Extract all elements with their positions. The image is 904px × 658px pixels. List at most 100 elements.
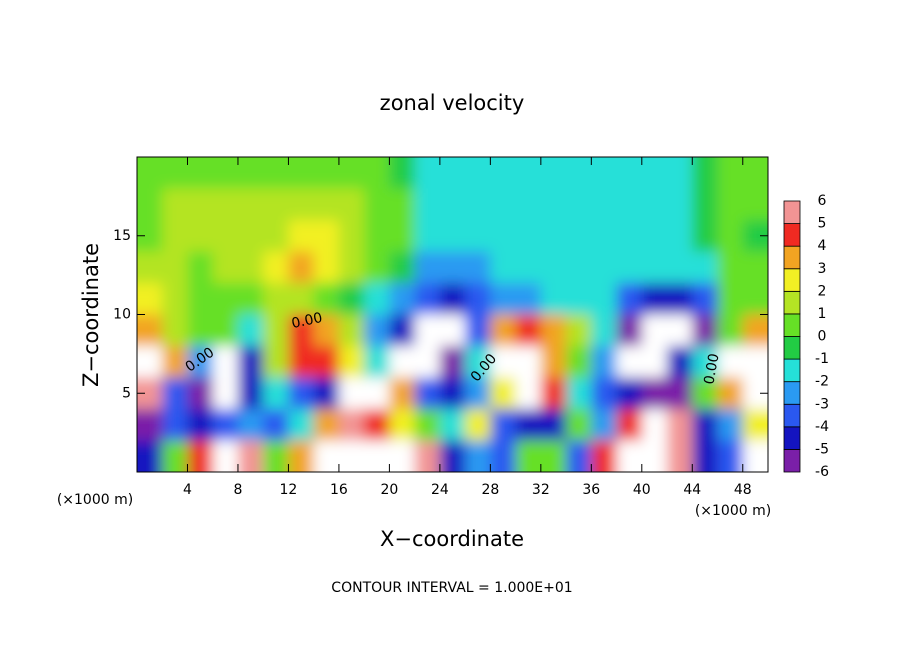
colorbar-label: -4 [815, 419, 829, 435]
x-tick-label: 36 [582, 482, 600, 498]
cell [237, 314, 264, 347]
cell [515, 440, 542, 472]
cell [515, 188, 542, 221]
cell [717, 440, 744, 472]
cell [288, 157, 315, 189]
cell [288, 377, 315, 410]
cell [288, 440, 315, 472]
cell [237, 346, 264, 378]
cell [263, 440, 289, 472]
cell [288, 188, 315, 221]
cell [212, 220, 239, 252]
cell [414, 377, 441, 410]
cell [288, 409, 315, 441]
cell [364, 157, 390, 189]
cell [540, 157, 567, 189]
cell [162, 283, 188, 315]
cell [439, 440, 466, 472]
cell [717, 346, 744, 378]
cell [465, 220, 491, 252]
cell [162, 157, 188, 189]
colorbar-bin [783, 245, 801, 270]
cell [414, 409, 441, 441]
cell [237, 220, 264, 252]
cell [465, 440, 491, 472]
cell [364, 377, 390, 410]
cell [490, 188, 517, 221]
cell [414, 283, 441, 315]
x-unit: (×1000 m) [695, 503, 771, 519]
cell [540, 314, 567, 347]
cell [591, 220, 618, 252]
colorbar-label: 2 [818, 283, 827, 299]
colorbar-bin [783, 403, 801, 428]
colorbar-label: -3 [815, 396, 829, 412]
cell [338, 314, 365, 347]
x-tick-label: 4 [183, 482, 192, 498]
cell [263, 346, 289, 378]
cell [465, 188, 491, 221]
cell [439, 346, 466, 378]
cell [465, 409, 491, 441]
cell [742, 188, 768, 221]
cell [742, 283, 768, 315]
cell [515, 346, 542, 378]
colorbar-bin [783, 290, 801, 315]
cell [515, 409, 542, 441]
x-tick-label: 48 [734, 482, 752, 498]
cell [414, 157, 441, 189]
cell [187, 283, 214, 315]
cell [742, 314, 768, 347]
cell [338, 157, 365, 189]
cell [641, 346, 668, 378]
cell [338, 346, 365, 378]
cell [616, 314, 643, 347]
cell [717, 283, 744, 315]
cell [313, 314, 340, 347]
cell [313, 220, 340, 252]
colorbar-bin [783, 336, 801, 360]
cell [137, 188, 163, 221]
cell [162, 440, 188, 472]
cell [591, 346, 618, 378]
cell [187, 440, 214, 472]
cell [338, 188, 365, 221]
cell [338, 440, 365, 472]
cell [414, 440, 441, 472]
colorbar-bin [783, 426, 801, 450]
cell [540, 220, 567, 252]
cell [641, 440, 668, 472]
cell [162, 251, 188, 284]
cell [389, 377, 416, 410]
cell [389, 283, 416, 315]
cell [263, 283, 289, 315]
cell [515, 283, 542, 315]
colorbar-bin [783, 200, 801, 224]
cell [313, 346, 340, 378]
cell [414, 188, 441, 221]
cell [641, 409, 668, 441]
x-axis-label: X−coordinate [380, 527, 524, 551]
cell [667, 283, 693, 315]
cell [490, 314, 517, 347]
x-tick-label: 44 [683, 482, 701, 498]
colorbar-label: 6 [818, 193, 827, 209]
cell [540, 377, 567, 410]
cell [490, 346, 517, 378]
cell [389, 346, 416, 378]
cell [692, 251, 719, 284]
cell [439, 251, 466, 284]
x-tick-label: 28 [481, 482, 499, 498]
cell [566, 440, 592, 472]
cell [667, 157, 693, 189]
cell [742, 251, 768, 284]
cell [237, 283, 264, 315]
cell [212, 440, 239, 472]
cell [439, 377, 466, 410]
cell [540, 409, 567, 441]
cell [364, 251, 390, 284]
cell [515, 314, 542, 347]
cell [313, 251, 340, 284]
cell [616, 283, 643, 315]
y-tick-label: 15 [113, 228, 131, 244]
